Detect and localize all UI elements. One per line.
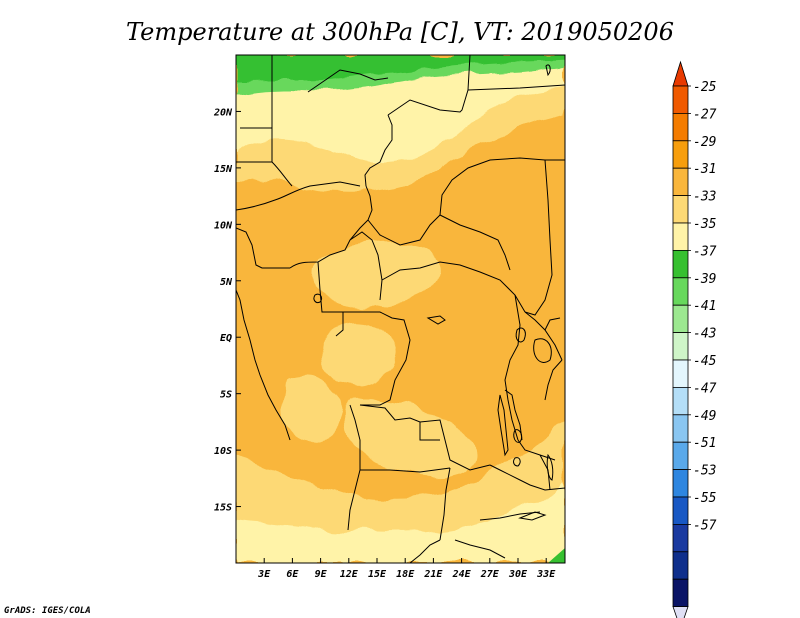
colorbar-bottom-arrow xyxy=(672,606,689,618)
colorbar-label: -35 xyxy=(693,217,717,232)
x-tick-label: 21E xyxy=(423,569,443,580)
colorbar-swatch xyxy=(672,304,689,334)
grads-credit: GrADS: IGES/COLA xyxy=(4,606,91,616)
colorbar-swatch xyxy=(672,386,689,416)
colorbar-swatch xyxy=(672,332,689,361)
x-tick-label: 27E xyxy=(480,569,500,580)
field-green-corner xyxy=(548,548,565,563)
colorbar-swatch xyxy=(672,195,689,224)
map-title: Temperature at 300hPa [C], VT: 201905020… xyxy=(126,18,674,46)
y-tick-label: EQ xyxy=(220,333,232,344)
y-tick-label: 20N xyxy=(213,107,233,118)
colorbar-label: -31 xyxy=(693,162,716,177)
colorbar-swatch xyxy=(672,113,689,142)
map-area xyxy=(236,55,565,563)
field-light-central xyxy=(313,241,441,308)
y-tick-label: 5N xyxy=(220,277,233,288)
colorbar-swatch xyxy=(672,249,689,279)
field-light-sw xyxy=(282,376,341,440)
colorbar-label: -25 xyxy=(693,80,717,95)
colorbar-swatch xyxy=(672,551,689,580)
colorbar-swatch xyxy=(672,469,689,498)
colorbar-swatch xyxy=(672,441,689,471)
field-pale-south xyxy=(236,485,565,563)
y-tick-label: 10S xyxy=(214,446,232,457)
colorbar-label: -43 xyxy=(693,327,716,342)
colorbar-label: -51 xyxy=(693,436,716,451)
y-tick-label: 5S xyxy=(220,390,232,401)
x-tick-label: 6E xyxy=(286,569,299,580)
colorbar-label: -49 xyxy=(693,409,716,424)
y-tick-label: 10N xyxy=(214,220,233,231)
colorbar-swatch xyxy=(672,524,689,553)
colorbar-label: -53 xyxy=(693,464,716,479)
colorbar-swatch xyxy=(672,578,689,608)
colorbar-swatch xyxy=(672,414,689,443)
x-tick-label: 9E xyxy=(315,569,328,580)
latitude-axis: 20N 15N 10N 5N EQ 5S 10S 15S xyxy=(213,107,241,514)
colorbar-label: -33 xyxy=(693,190,716,205)
colorbar-swatch xyxy=(672,140,689,169)
colorbar-label: -29 xyxy=(693,135,716,150)
colorbar-label: -57 xyxy=(693,518,717,533)
colorbar-label: -41 xyxy=(693,299,716,314)
colorbar-label: -55 xyxy=(693,491,717,506)
field-light-central-2 xyxy=(321,321,399,386)
y-tick-label: 15S xyxy=(214,503,232,514)
colorbar-swatch xyxy=(672,167,689,196)
colorbar-swatch xyxy=(672,359,689,388)
colorbar-label: -47 xyxy=(693,381,717,396)
x-tick-label: 24E xyxy=(452,569,472,580)
colorbar-top-arrow xyxy=(672,60,689,87)
x-tick-label: 12E xyxy=(340,569,359,580)
colorbar-label: -39 xyxy=(693,272,716,287)
colorbar-swatch xyxy=(672,85,689,114)
colorbar-swatch xyxy=(672,277,689,306)
colorbar-swatch xyxy=(672,496,689,525)
x-tick-label: 15E xyxy=(368,569,387,580)
x-tick-label: 33E xyxy=(536,569,556,580)
x-tick-label: 3E xyxy=(257,569,271,580)
x-tick-label: 18E xyxy=(396,569,415,580)
colorbar-label: -37 xyxy=(693,244,717,259)
colorbar-swatch xyxy=(672,222,689,251)
longitude-axis: 3E 6E 9E 12E 15E 18E 21E 24E 27E 30E 33E xyxy=(257,558,556,580)
map-frame xyxy=(235,54,566,564)
field-light-south-2 xyxy=(342,399,477,476)
colorbar-label: -27 xyxy=(693,107,717,122)
y-tick-label: 15N xyxy=(214,164,233,175)
lakes xyxy=(313,64,554,521)
x-tick-label: 30E xyxy=(508,569,528,580)
field-green-dark xyxy=(236,55,565,82)
country-boundaries xyxy=(236,55,565,563)
colorbar: -25 -27 -29 -31 -33 -35 -37 -39 -41 -43 -45 -47 -49 -… xyxy=(672,60,717,618)
colorbar-label: -45 xyxy=(693,354,717,369)
